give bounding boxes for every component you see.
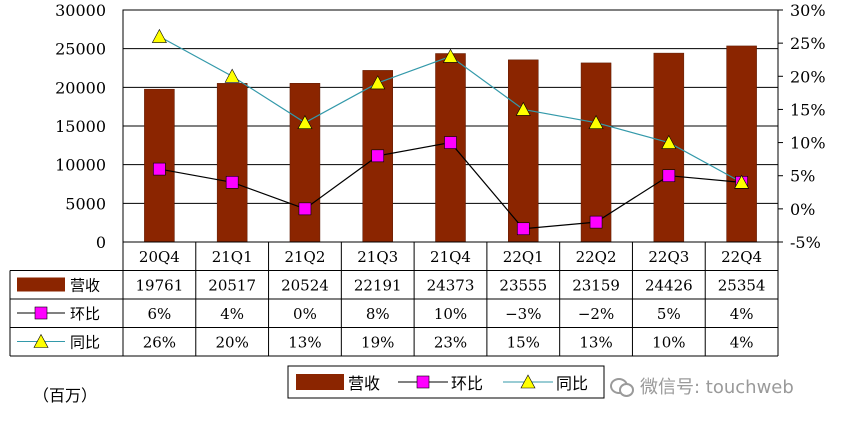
yoy-key-marker — [33, 333, 49, 348]
table-cell: 20% — [215, 334, 248, 352]
mom-point — [516, 222, 530, 236]
category-label: 21Q2 — [284, 248, 325, 266]
data-table: 20Q4 21Q1 21Q2 21Q3 21Q4 22Q1 22Q2 22Q3 22Q4 营收 19… — [9, 242, 779, 357]
bar — [580, 62, 612, 243]
table-cell: 26% — [143, 334, 176, 352]
table-cell: 22191 — [354, 277, 402, 295]
legend-label: 营收 — [348, 374, 380, 393]
left-tick-label: 10000 — [55, 156, 106, 175]
yoy-point — [515, 101, 531, 116]
right-tick-label: 20% — [790, 67, 826, 86]
bar — [508, 59, 539, 243]
category-label: 22Q3 — [648, 248, 689, 266]
table-cell: 24426 — [645, 277, 693, 295]
revenue-key — [17, 277, 65, 292]
table-cell: 23555 — [499, 277, 547, 295]
legend-yoy-marker — [520, 374, 536, 389]
mom-point — [662, 169, 676, 183]
category-label: 22Q4 — [721, 248, 762, 266]
table-cell: 19% — [361, 334, 394, 352]
table-cell: 4% — [730, 305, 754, 323]
mom-key-marker — [34, 306, 48, 320]
row-label: 同比 — [70, 334, 100, 352]
left-tick-label: 0 — [96, 233, 106, 252]
watermark: 微信号: touchweb — [610, 373, 794, 399]
legend-mom-marker — [416, 375, 430, 389]
legend: 营收 环比 同比 — [287, 365, 605, 399]
table-cell: 5% — [657, 305, 681, 323]
mom-point — [444, 136, 457, 149]
mom-point — [225, 176, 239, 189]
right-tick-label: 0% — [790, 200, 815, 219]
table-cell: 4% — [730, 334, 754, 352]
yoy-point — [734, 174, 750, 189]
right-tick-label: 30% — [790, 1, 826, 20]
table-cell: 19761 — [136, 277, 184, 295]
category-label: 21Q1 — [212, 248, 253, 266]
category-label: 20Q4 — [139, 248, 180, 266]
right-tick-label: 10% — [790, 134, 826, 153]
yoy-point — [661, 134, 677, 149]
yoy-point — [370, 75, 386, 90]
legend-label: 环比 — [451, 374, 483, 393]
table-cell: 13% — [579, 334, 612, 352]
row-label: 营收 — [70, 277, 100, 295]
mom-point — [589, 215, 603, 229]
table-cell: 20524 — [281, 277, 329, 295]
right-tick-label: 5% — [790, 167, 815, 186]
table-cell: 24373 — [427, 277, 475, 295]
wechat-icon — [610, 376, 634, 397]
category-label: 22Q1 — [503, 248, 544, 266]
bar — [289, 83, 321, 243]
bar — [216, 83, 248, 243]
series-markers — [151, 28, 750, 236]
table-cell: 25354 — [718, 277, 766, 295]
left-tick-label: 20000 — [55, 78, 106, 97]
yoy-point — [224, 68, 240, 83]
table-cell: 0% — [293, 305, 317, 323]
legend-revenue-key — [296, 374, 344, 390]
right-tick-label: 25% — [790, 34, 826, 53]
legend-label: 同比 — [556, 374, 588, 393]
table-cell: 8% — [366, 305, 390, 323]
left-tick-label: 15000 — [55, 117, 106, 136]
mom-point — [153, 162, 166, 176]
category-label: 21Q3 — [357, 248, 398, 266]
table-cell: −2% — [578, 305, 614, 323]
unit-label: （百万） — [33, 386, 98, 405]
table-cell: 6% — [147, 305, 171, 323]
table-cell: 23159 — [572, 277, 620, 295]
table-cell: 23% — [434, 334, 467, 352]
left-tick-label: 5000 — [65, 194, 106, 213]
table-cell: 10% — [652, 334, 685, 352]
yoy-point — [297, 115, 313, 129]
table-cell: 10% — [434, 305, 467, 323]
right-tick-label: -5% — [790, 233, 821, 252]
axes: 0 5000 10000 15000 20000 25000 30000 -5% 0% 5% 10%… — [55, 1, 825, 252]
bar — [726, 45, 757, 243]
table-cell: −3% — [505, 305, 541, 323]
left-tick-label: 25000 — [55, 40, 106, 59]
right-tick-label: 15% — [790, 100, 826, 119]
plot-frame — [122, 9, 779, 243]
row-label: 环比 — [70, 305, 100, 323]
table-cell: 15% — [507, 334, 540, 352]
mom-point — [298, 202, 312, 216]
table-cell: 4% — [220, 305, 244, 323]
left-tick-label: 30000 — [55, 1, 106, 20]
category-label: 22Q2 — [576, 248, 617, 266]
yoy-point — [442, 48, 459, 63]
watermark-text: 微信号: touchweb — [640, 377, 794, 398]
yoy-point — [151, 28, 167, 43]
mom-point — [371, 149, 385, 163]
table-cell: 13% — [288, 334, 321, 352]
category-label: 21Q4 — [430, 248, 471, 266]
table-cell: 20517 — [208, 277, 256, 295]
yoy-point — [588, 115, 604, 129]
